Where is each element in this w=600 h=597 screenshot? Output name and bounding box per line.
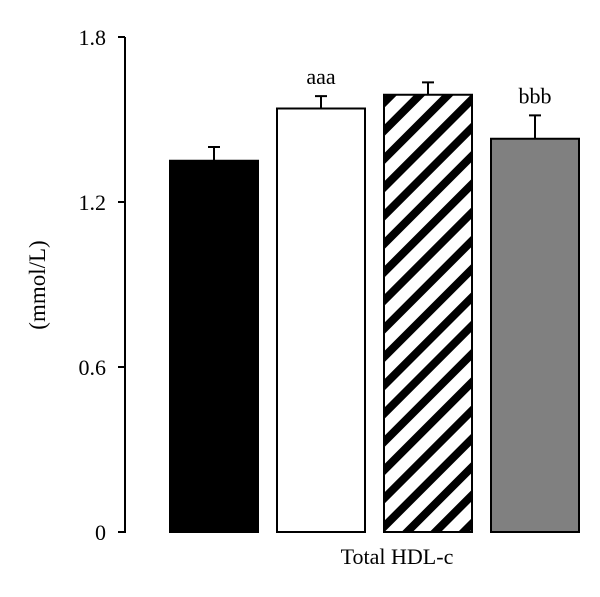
significance-label: aaa <box>306 64 336 89</box>
significance-label: bbb <box>519 83 552 108</box>
bar-1 <box>169 159 259 533</box>
y-tick-label: 0 <box>95 520 106 545</box>
y-tick-label: 1.8 <box>79 25 107 50</box>
bar-4 <box>490 137 580 533</box>
bars-group: aaa bbb <box>169 64 580 533</box>
bar-2 <box>276 107 366 533</box>
y-axis-title: (mmol/L) <box>25 240 50 329</box>
y-tick-label: 0.6 <box>79 355 107 380</box>
bar-3 <box>383 93 473 533</box>
category-label: Total HDL-c <box>341 544 454 569</box>
y-tick-label: 1.2 <box>79 190 107 215</box>
y-axis-ticks: 0 0.6 1.2 1.8 <box>79 25 125 545</box>
